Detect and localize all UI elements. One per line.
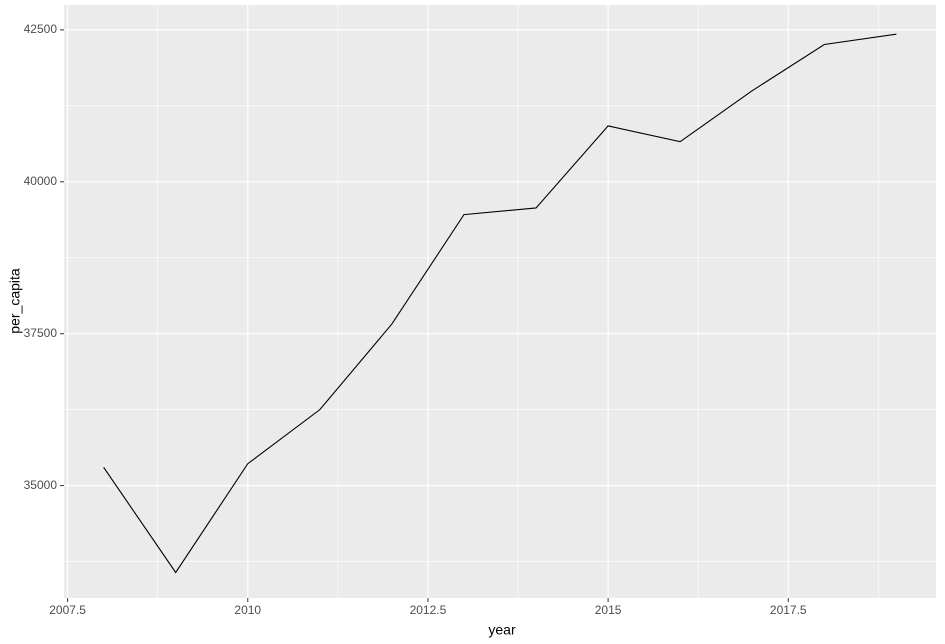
x-tick-label: 2010: [234, 603, 261, 617]
y-tick-label: 40000: [24, 174, 58, 188]
x-tick-label: 2012.5: [410, 603, 447, 617]
y-axis-title: per_capita: [7, 268, 23, 334]
y-tick-label: 37500: [24, 326, 58, 340]
y-tick-label: 35000: [24, 478, 58, 492]
x-axis-title: year: [488, 622, 516, 638]
x-tick-label: 2017.5: [770, 603, 807, 617]
y-tick-label: 42500: [24, 22, 58, 36]
panel: [64, 5, 936, 598]
x-tick-label: 2007.5: [49, 603, 86, 617]
x-tick-label: 2015: [595, 603, 622, 617]
line: [103, 33, 897, 574]
